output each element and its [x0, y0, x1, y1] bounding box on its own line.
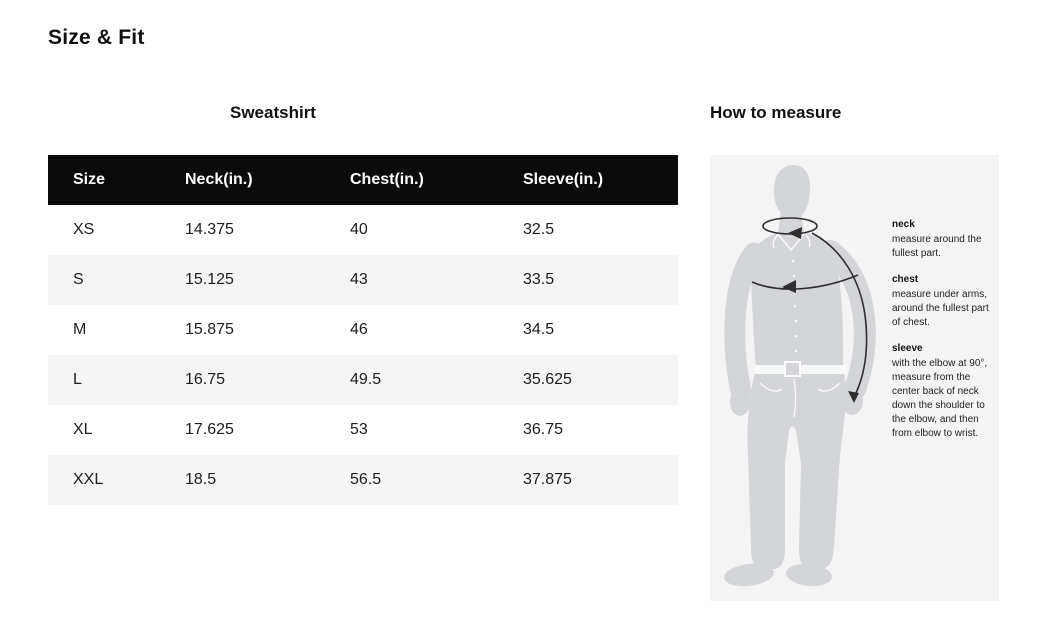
belt [755, 361, 845, 377]
annotation-neck: neck measure around the fullest part. [892, 219, 998, 261]
chest-cell: 43 [325, 255, 498, 305]
sleeve-cell: 35.625 [498, 355, 678, 405]
table-row: S 15.125 43 33.5 [48, 255, 678, 305]
size-cell: M [48, 305, 160, 355]
annotation-sleeve: sleeve with the elbow at 90°, measure fr… [892, 343, 998, 441]
header-row: Size Neck(in.) Chest(in.) Sleeve(in.) [48, 155, 678, 205]
size-cell: XL [48, 405, 160, 455]
size-cell: S [48, 255, 160, 305]
chest-arrow-icon [751, 274, 859, 290]
measurement-arrows [751, 217, 868, 394]
annotation-body: with the elbow at 90°, measure from the … [892, 358, 988, 439]
chest-cell: 56.5 [325, 455, 498, 505]
sleeve-cell: 37.875 [498, 455, 678, 505]
how-to-measure-heading: How to measure [710, 103, 842, 122]
neck-cell: 17.625 [160, 405, 325, 455]
table-row: L 16.75 49.5 35.625 [48, 355, 678, 405]
annotation-body: measure under arms, around the fullest p… [892, 289, 989, 328]
size-chart-body: XS 14.375 40 32.5 S 15.125 43 33.5 M 15.… [48, 205, 678, 505]
size-cell: XS [48, 205, 160, 255]
sleeve-cell: 36.75 [498, 405, 678, 455]
annotation-chest: chest measure under arms, around the ful… [892, 274, 998, 330]
neck-cell: 16.75 [160, 355, 325, 405]
neck-cell: 15.875 [160, 305, 325, 355]
column-header-sleeve: Sleeve(in.) [498, 155, 678, 205]
size-chart-header: Size Neck(in.) Chest(in.) Sleeve(in.) [48, 155, 678, 205]
column-header-size: Size [48, 155, 160, 205]
column-header-neck: Neck(in.) [160, 155, 325, 205]
chest-cell: 49.5 [325, 355, 498, 405]
arrowheads [782, 227, 859, 403]
annotation-title: sleeve [892, 343, 923, 354]
page-title: Size & Fit [48, 26, 145, 49]
neck-arrow-icon [762, 217, 818, 235]
table-row: XS 14.375 40 32.5 [48, 205, 678, 255]
annotation-title: chest [892, 274, 919, 285]
how-to-measure-panel: neck measure around the fullest part. ch… [710, 155, 999, 601]
measure-annotations: neck measure around the fullest part. ch… [892, 219, 998, 454]
measurement-figure [724, 165, 876, 587]
sleeve-arrow-icon [811, 232, 868, 394]
annotation-title: neck [892, 219, 915, 230]
table-row: M 15.875 46 34.5 [48, 305, 678, 355]
figure-silhouette [724, 165, 876, 587]
chest-cell: 40 [325, 205, 498, 255]
annotation-body: measure around the fullest part. [892, 234, 982, 259]
sleeve-cell: 33.5 [498, 255, 678, 305]
table-row: XL 17.625 53 36.75 [48, 405, 678, 455]
column-header-chest: Chest(in.) [325, 155, 498, 205]
neck-cell: 15.125 [160, 255, 325, 305]
size-chart-table: Size Neck(in.) Chest(in.) Sleeve(in.) XS… [48, 155, 678, 505]
neck-cell: 18.5 [160, 455, 325, 505]
neck-cell: 14.375 [160, 205, 325, 255]
table-row: XXL 18.5 56.5 37.875 [48, 455, 678, 505]
sleeve-cell: 34.5 [498, 305, 678, 355]
size-cell: XXL [48, 455, 160, 505]
garment-detail-lines [759, 232, 841, 418]
chest-cell: 46 [325, 305, 498, 355]
sleeve-cell: 32.5 [498, 205, 678, 255]
size-cell: L [48, 355, 160, 405]
size-chart-caption: Sweatshirt [230, 103, 316, 122]
chest-cell: 53 [325, 405, 498, 455]
